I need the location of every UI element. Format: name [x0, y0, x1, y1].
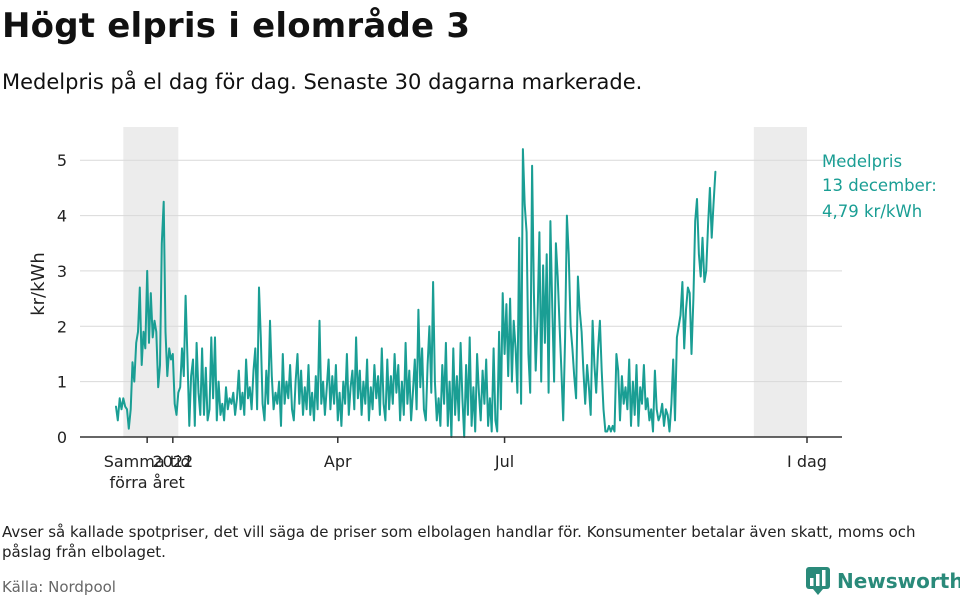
- y-tick-label: 2: [57, 317, 67, 336]
- y-axis-label: kr/kWh: [28, 252, 49, 316]
- y-tick-label: 1: [57, 373, 67, 392]
- brand-logo[interactable]: Newsworthy: [805, 566, 960, 596]
- chart-title: Högt elpris i elområde 3: [2, 6, 471, 46]
- shaded-ranges: [123, 127, 807, 437]
- chart-subtitle: Medelpris på el dag för dag. Senaste 30 …: [2, 70, 643, 94]
- y-tick-label: 0: [57, 428, 67, 447]
- brand-name: Newsworthy: [837, 569, 960, 593]
- series-line-0: [115, 148, 717, 438]
- y-tick-label: 3: [57, 262, 67, 281]
- y-tick-label: 4: [57, 207, 67, 226]
- source-note: Källa: Nordpool: [2, 578, 116, 596]
- footnote: Avser så kallade spotpriser, det vill sä…: [2, 523, 916, 561]
- x-tick-label: Jul: [494, 452, 514, 471]
- x-tick-label: 2022: [152, 452, 193, 471]
- annotation-line-2: 13 december:: [822, 176, 937, 195]
- x-tick-label: Samma tid förra året: [104, 452, 191, 492]
- shaded-range-1: [753, 127, 807, 437]
- y-tick-label: 5: [57, 151, 67, 170]
- y-axis: 0 1 2 3 4 5: [57, 151, 67, 447]
- series-layer: [115, 148, 717, 438]
- x-tick-label: I dag: [787, 452, 827, 471]
- x-tick-label: Apr: [324, 452, 352, 471]
- annotation-line-1: Medelpris: [822, 152, 902, 171]
- newsworthy-logo-icon: [806, 567, 830, 595]
- annotation-line-3: 4,79 kr/kWh: [822, 202, 922, 221]
- value-annotation: Medelpris 13 december: 4,79 kr/kWh: [822, 152, 937, 221]
